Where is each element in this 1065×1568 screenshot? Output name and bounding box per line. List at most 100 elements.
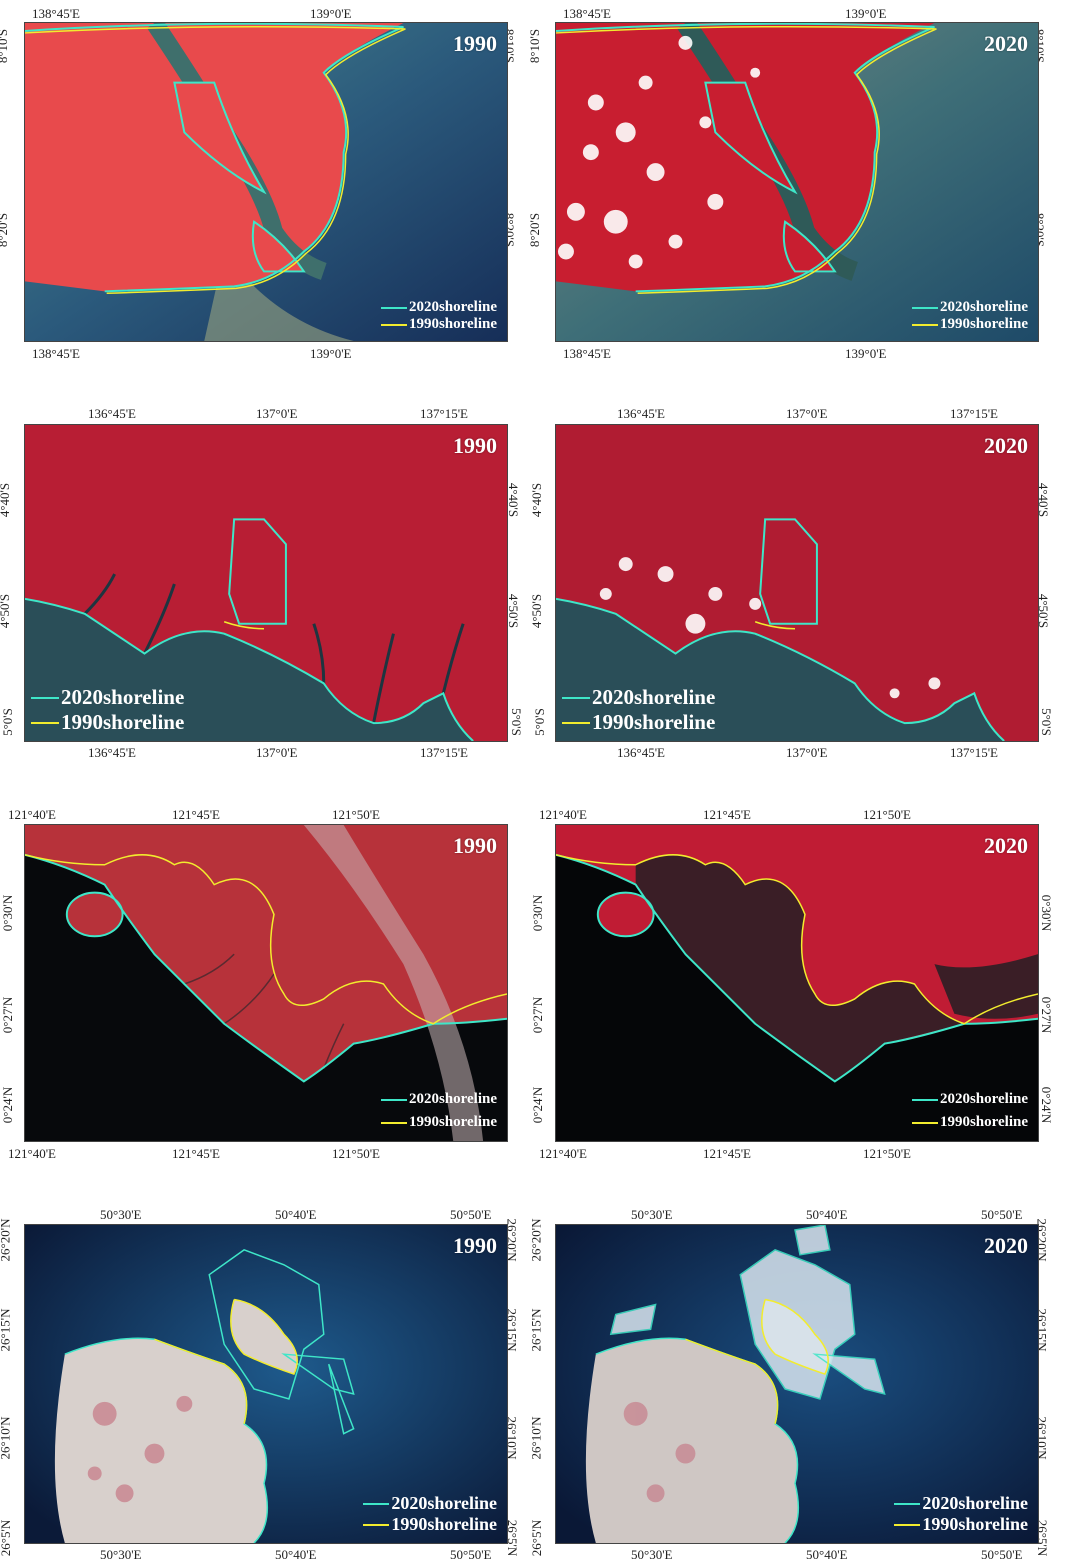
row3-bottom-label-3b: 121°50'E	[863, 1146, 911, 1161]
row2-bottom-label-2: 137°0'E	[256, 745, 298, 760]
row3-top-label-3: 121°50'E	[332, 807, 380, 822]
row3-right-label-2: 0°27'N	[1039, 996, 1055, 1034]
year-label: 2020	[984, 433, 1028, 458]
row4-bottom-label-2: 50°40'E	[275, 1547, 317, 1562]
legend-2020-swatch	[894, 1502, 921, 1505]
legend: 2020shoreline 1990shoreline	[562, 685, 715, 735]
row2-top-label-1b: 136°45'E	[617, 406, 665, 421]
row3-left-label-2: 0°27'N	[0, 996, 16, 1034]
row1-bottom-label-1b: 138°45'E	[563, 346, 611, 361]
year-label: 1990	[453, 833, 497, 858]
map-panel-2020-row1: 2020 2020shoreline 1990shoreline	[555, 22, 1039, 342]
row4-top-label-2b: 50°40'E	[806, 1207, 848, 1222]
satellite-image-1990-row4	[25, 1225, 507, 1543]
satellite-image-1990-row3	[25, 825, 507, 1141]
row2-right-label-3: 5°0'S	[1038, 708, 1054, 736]
row1-top-label-1: 138°45'E	[32, 6, 80, 21]
row4-left-label-2: 26°15'N	[0, 1308, 13, 1352]
row3-top-label-3b: 121°50'E	[863, 807, 911, 822]
satellite-image-2020-row2	[556, 425, 1038, 741]
row2-top-label-2: 137°0'E	[256, 406, 298, 421]
map-panel-2020-row3: 2020 2020shoreline 1990shoreline	[555, 824, 1039, 1142]
legend-1990-label: 1990shoreline	[939, 316, 1028, 332]
row1-bottom-label-2b: 139°0'E	[845, 346, 887, 361]
row3-mid-left-label-1: 0°30'N	[530, 894, 546, 932]
row2-bottom-label-1: 136°45'E	[88, 745, 136, 760]
row4-bottom-label-2b: 50°40'E	[806, 1547, 848, 1562]
legend: 2020shoreline 1990shoreline	[894, 1493, 1028, 1535]
row4-bottom-label-1b: 50°30'E	[631, 1547, 673, 1562]
row3-bottom-label-1: 121°40'E	[8, 1146, 56, 1161]
legend-2020-label: 2020shoreline	[408, 1091, 497, 1107]
year-label: 1990	[453, 433, 497, 458]
map-panel-2020-row4: 2020 2020shoreline 1990shoreline	[555, 1224, 1039, 1544]
year-label: 2020	[984, 1233, 1028, 1258]
row2-bottom-label-1b: 136°45'E	[617, 745, 665, 760]
row4-mid-left-label-3: 26°10'N	[528, 1416, 544, 1460]
row4-bottom-label-3b: 50°50'E	[981, 1547, 1023, 1562]
legend-1990-label: 1990shoreline	[592, 710, 716, 734]
year-label: 1990	[453, 1233, 497, 1258]
legend-1990-swatch	[911, 323, 938, 326]
legend-1990-swatch	[894, 1523, 921, 1526]
year-label: 2020	[984, 833, 1028, 858]
satellite-image-2020-row4	[556, 1225, 1038, 1543]
map-panel-2020-row2: 2020 2020shoreline 1990shoreline	[555, 424, 1039, 742]
row3-top-label-1b: 121°40'E	[539, 807, 587, 822]
row4-mid-left-label-2: 26°15'N	[528, 1308, 544, 1352]
row1-mid-left-label-1: 8°10'S	[527, 28, 543, 64]
row4-left-label-4: 26°5'N	[0, 1519, 14, 1557]
row3-top-label-2: 121°45'E	[172, 807, 220, 822]
row4-mid-left-label-1: 26°20'N	[528, 1218, 544, 1262]
row4-mid-left-label-4: 26°5'N	[529, 1519, 545, 1557]
legend-2020-swatch	[911, 306, 938, 309]
row2-bottom-label-3b: 137°15'E	[950, 745, 998, 760]
row3-mid-left-label-2: 0°27'N	[530, 996, 546, 1034]
row2-left-label-3: 5°0'S	[0, 708, 15, 736]
map-panel-1990-row2: 1990 2020shoreline 1990shoreline	[24, 424, 508, 742]
row3-bottom-label-2: 121°45'E	[172, 1146, 220, 1161]
row3-mid-left-label-3: 0°24'N	[530, 1086, 546, 1124]
map-panel-1990-row1: 1990 2020shoreline 1990shoreline	[24, 22, 508, 342]
legend-2020-swatch	[31, 696, 59, 699]
row2-left-label-1: 4°40'S	[0, 482, 13, 518]
row1-top-label-2: 139°0'E	[310, 6, 352, 21]
row2-top-label-3b: 137°15'E	[950, 406, 998, 421]
legend: 2020shoreline 1990shoreline	[380, 299, 497, 333]
legend-2020-label: 2020shoreline	[939, 1091, 1028, 1107]
row2-mid-left-label-3: 5°0'S	[531, 708, 547, 736]
legend: 2020shoreline 1990shoreline	[911, 1091, 1028, 1131]
row1-top-label-1b: 138°45'E	[563, 6, 611, 21]
legend-1990-label: 1990shoreline	[408, 1114, 497, 1130]
legend-2020-label: 2020shoreline	[922, 1493, 1028, 1513]
legend-1990-swatch	[911, 1121, 938, 1124]
legend-2020-label: 2020shoreline	[408, 299, 497, 315]
row2-bottom-label-3: 137°15'E	[420, 745, 468, 760]
row4-top-label-3b: 50°50'E	[981, 1207, 1023, 1222]
legend-1990-swatch	[380, 1121, 407, 1124]
row4-top-label-1: 50°30'E	[100, 1207, 142, 1222]
row3-top-label-2b: 121°45'E	[703, 807, 751, 822]
row1-bottom-label-2: 139°0'E	[310, 346, 352, 361]
row4-left-label-1: 26°20'N	[0, 1218, 13, 1262]
legend: 2020shoreline 1990shoreline	[363, 1493, 497, 1535]
row2-mid-left-label-2: 4°50'S	[529, 593, 545, 629]
legend-1990-swatch	[380, 323, 407, 326]
map-panel-1990-row3: 1990 2020shoreline 1990shoreline	[24, 824, 508, 1142]
legend-2020-label: 2020shoreline	[939, 299, 1028, 315]
satellite-image-2020-row1	[556, 23, 1038, 341]
map-panel-1990-row4: 1990 2020shoreline 1990shoreline	[24, 1224, 508, 1544]
row4-top-label-3: 50°50'E	[450, 1207, 492, 1222]
legend-1990-label: 1990shoreline	[939, 1114, 1028, 1130]
legend-2020-swatch	[380, 1098, 407, 1101]
satellite-image-2020-row3	[556, 825, 1038, 1141]
row2-left-label-2: 4°50'S	[0, 593, 13, 629]
year-label: 2020	[984, 31, 1028, 56]
legend-1990-label: 1990shoreline	[408, 316, 497, 332]
row2-top-label-2b: 137°0'E	[786, 406, 828, 421]
legend-2020-swatch	[911, 1098, 938, 1101]
satellite-image-1990-row1	[25, 23, 507, 341]
row3-left-label-3: 0°24'N	[0, 1086, 16, 1124]
year-label: 1990	[453, 31, 497, 56]
legend-1990-label: 1990shoreline	[922, 1514, 1028, 1534]
